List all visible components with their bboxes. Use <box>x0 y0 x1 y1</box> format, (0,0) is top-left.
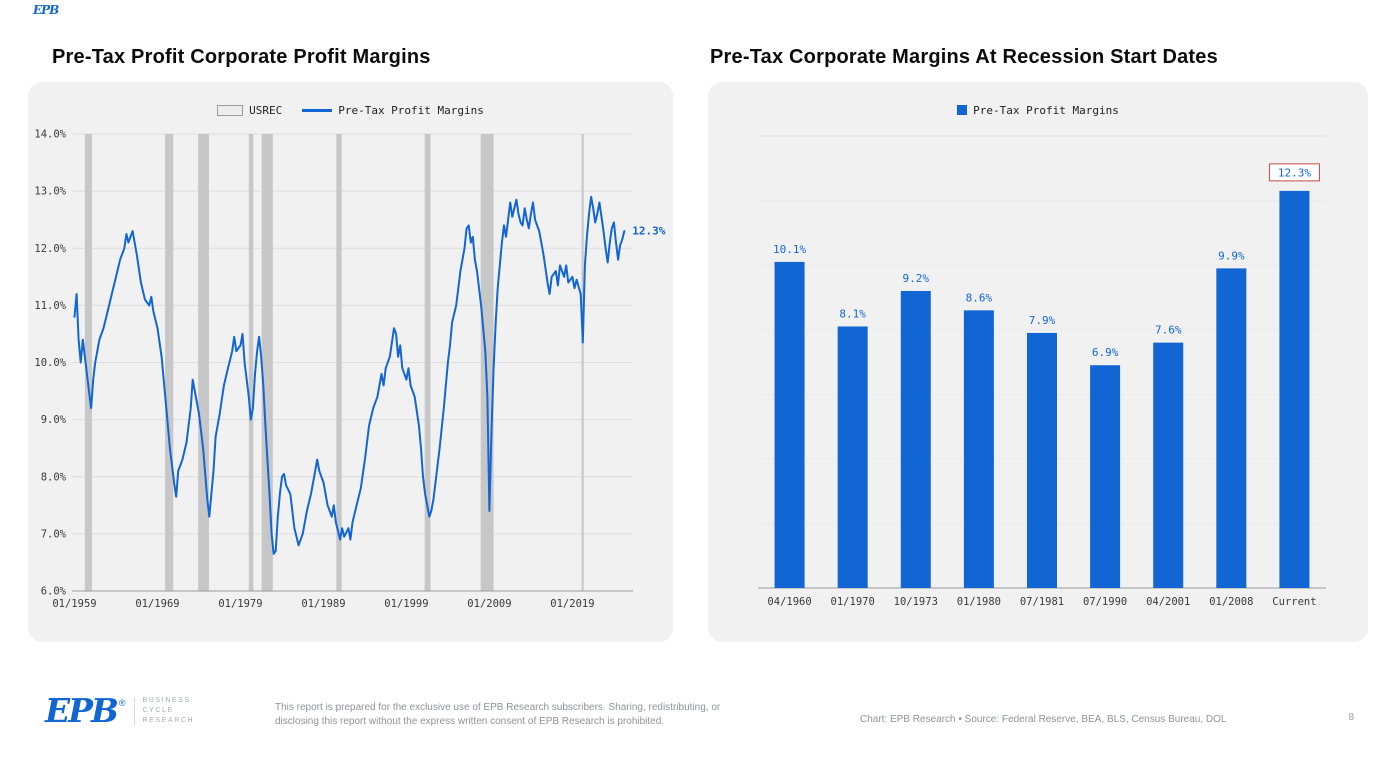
svg-text:01/1980: 01/1980 <box>957 596 1001 608</box>
svg-text:8.1%: 8.1% <box>839 307 866 320</box>
svg-text:7.6%: 7.6% <box>1155 324 1182 337</box>
svg-text:14.0%: 14.0% <box>34 129 66 141</box>
bar-chart-title: Pre-Tax Corporate Margins At Recession S… <box>710 46 1218 68</box>
svg-text:10/1973: 10/1973 <box>894 596 938 608</box>
svg-text:07/1981: 07/1981 <box>1020 596 1064 608</box>
svg-text:12.3%: 12.3% <box>1278 166 1311 179</box>
registered-mark-icon: ® <box>118 697 126 708</box>
svg-text:12.3%: 12.3% <box>632 225 665 238</box>
svg-text:01/1959: 01/1959 <box>52 598 96 610</box>
margins-bar-legend-label: Pre-Tax Profit Margins <box>973 103 1119 117</box>
page-footer: EPB ® BUSINESS CYCLE RESEARCH This repor… <box>0 690 1390 760</box>
bar-chart-panel: Pre-Tax Profit Margins 10.1% 04/1960 8.1% 0… <box>708 82 1368 642</box>
line-series-swatch-icon <box>302 108 333 112</box>
epb-logo-text: EPB <box>45 691 119 730</box>
bar-chart-legend: Pre-Tax Profit Margins <box>708 95 1368 125</box>
epb-logo: EPB ® BUSINESS CYCLE RESEARCH <box>45 694 194 727</box>
svg-text:01/1979: 01/1979 <box>218 598 262 610</box>
charts-row: Pre-Tax Profit Corporate Profit Margins … <box>28 46 1368 642</box>
usrec-band-swatch-icon <box>217 104 244 116</box>
line-chart-title: Pre-Tax Profit Corporate Profit Margins <box>52 46 431 68</box>
source-credit-text: Chart: EPB Research • Source: Federal Re… <box>860 714 1227 725</box>
line-chart-panel: USREC Pre-Tax Profit Margins 14.0% 13.0% 1… <box>28 82 673 642</box>
svg-text:01/2008: 01/2008 <box>1209 596 1253 608</box>
svg-text:04/2001: 04/2001 <box>1146 596 1190 608</box>
svg-text:01/1969: 01/1969 <box>135 598 179 610</box>
svg-text:04/1960: 04/1960 <box>767 596 811 608</box>
svg-text:7.9%: 7.9% <box>1029 314 1056 327</box>
svg-text:6.0%: 6.0% <box>41 586 67 598</box>
svg-text:9.2%: 9.2% <box>903 272 930 285</box>
legend-item-margins-bar: Pre-Tax Profit Margins <box>957 104 1119 117</box>
svg-text:12.0%: 12.0% <box>34 243 66 255</box>
svg-text:01/2009: 01/2009 <box>467 598 511 610</box>
svg-text:07/1990: 07/1990 <box>1083 596 1127 608</box>
epb-mini-logo: EPB <box>33 3 59 17</box>
svg-text:11.0%: 11.0% <box>34 300 66 312</box>
disclaimer-text: This report is prepared for the exclusiv… <box>275 702 721 727</box>
bar-series-swatch-icon <box>957 105 968 115</box>
line-chart-canvas: 14.0% 13.0% 12.0% 11.0% 10.0% 9.0% 8.0% 7.0% 6.0… <box>34 129 665 611</box>
logo-subtitle-line: CYCLE <box>142 706 174 714</box>
svg-text:8.0%: 8.0% <box>41 471 67 483</box>
svg-text:Current: Current <box>1272 596 1316 608</box>
line-chart-legend: USREC Pre-Tax Profit Margins <box>28 95 673 125</box>
page-number: 8 <box>1348 712 1354 723</box>
svg-text:13.0%: 13.0% <box>34 186 66 198</box>
svg-text:10.0%: 10.0% <box>34 357 66 369</box>
legend-item-margins-line: Pre-Tax Profit Margins <box>302 104 484 117</box>
svg-text:01/1989: 01/1989 <box>301 598 345 610</box>
epb-logo-subtitle: BUSINESS CYCLE RESEARCH <box>133 696 195 725</box>
svg-text:01/1970: 01/1970 <box>831 596 875 608</box>
logo-subtitle-line: BUSINESS <box>142 696 191 704</box>
svg-text:9.0%: 9.0% <box>41 414 67 426</box>
bar-chart-section: Pre-Tax Corporate Margins At Recession S… <box>708 46 1368 642</box>
bar-chart-canvas: 10.1% 04/1960 8.1% 01/1970 9.2% 10/1973 8.6% 01… <box>758 135 1326 608</box>
legend-item-usrec: USREC <box>217 104 282 117</box>
logo-subtitle-line: RESEARCH <box>142 716 195 724</box>
svg-text:10.1%: 10.1% <box>773 243 806 256</box>
line-chart-section: Pre-Tax Profit Corporate Profit Margins … <box>28 46 673 642</box>
svg-text:8.6%: 8.6% <box>966 291 993 304</box>
svg-text:9.9%: 9.9% <box>1218 249 1245 262</box>
svg-text:01/1999: 01/1999 <box>384 598 428 610</box>
usrec-legend-label: USREC <box>249 103 283 117</box>
svg-text:01/2019: 01/2019 <box>550 598 594 610</box>
svg-text:6.9%: 6.9% <box>1092 346 1119 359</box>
svg-text:7.0%: 7.0% <box>41 528 67 540</box>
margins-line-legend-label: Pre-Tax Profit Margins <box>338 103 484 117</box>
